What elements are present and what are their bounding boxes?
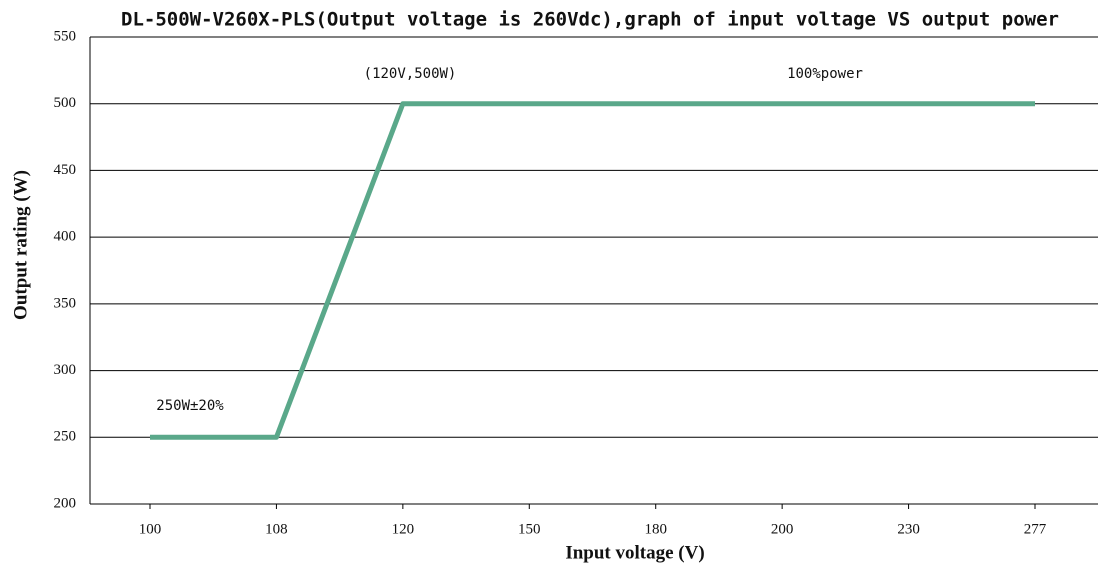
x-tick-label: 200: [771, 521, 794, 537]
x-tick-label: 120: [392, 521, 415, 537]
y-tick-label: 500: [54, 95, 77, 111]
y-tick-label: 550: [54, 28, 77, 44]
annotation: (120V,500W): [364, 66, 457, 82]
chart-title: DL-500W-V260X-PLS(Output voltage is 260V…: [121, 9, 1059, 31]
annotation: 100%power: [787, 66, 863, 82]
y-tick-label: 400: [54, 229, 77, 245]
y-tick-label: 350: [54, 295, 77, 311]
x-tick-label: 277: [1024, 521, 1047, 537]
x-tick-label: 230: [897, 521, 920, 537]
y-tick-label: 250: [54, 429, 77, 445]
y-tick-label: 300: [54, 362, 77, 378]
y-tick-label: 450: [54, 162, 77, 178]
x-axis-label: Input voltage (V): [565, 542, 704, 563]
x-tick-label: 100: [139, 521, 162, 537]
x-tick-label: 180: [644, 521, 667, 537]
data-line: [150, 101, 1035, 440]
x-tick-label: 150: [518, 521, 541, 537]
y-tick-label: 200: [54, 495, 77, 511]
x-tick-label: 108: [265, 521, 288, 537]
y-axis-label: Output rating (W): [10, 170, 31, 320]
annotation: 250W±20%: [156, 398, 224, 414]
